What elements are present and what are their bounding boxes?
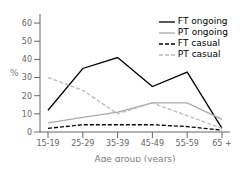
svg-text:30: 30	[22, 73, 32, 82]
html-text:FT casual: FT casual	[177, 38, 221, 48]
svg-text:%: %	[10, 68, 19, 78]
svg-text:35-39: 35-39	[106, 139, 129, 148]
svg-text:60: 60	[22, 19, 32, 28]
svg-text:40: 40	[22, 55, 32, 64]
svg-text:0: 0	[27, 128, 32, 137]
html-text:PT ongoing: PT ongoing	[177, 27, 228, 37]
svg-text:45-49: 45-49	[141, 139, 164, 148]
svg-text:55-59: 55-59	[176, 139, 199, 148]
svg-text:65 +: 65 +	[212, 139, 231, 148]
svg-text:15-19: 15-19	[36, 139, 59, 148]
svg-text:50: 50	[22, 37, 32, 46]
svg-text:20: 20	[22, 92, 32, 101]
html-text:FT ongoing: FT ongoing	[177, 16, 228, 26]
svg-text:25-29: 25-29	[71, 139, 94, 148]
svg-text:10: 10	[22, 110, 32, 119]
html-text:PT casual: PT casual	[177, 49, 221, 59]
svg-text:Age group (years): Age group (years)	[94, 154, 175, 162]
